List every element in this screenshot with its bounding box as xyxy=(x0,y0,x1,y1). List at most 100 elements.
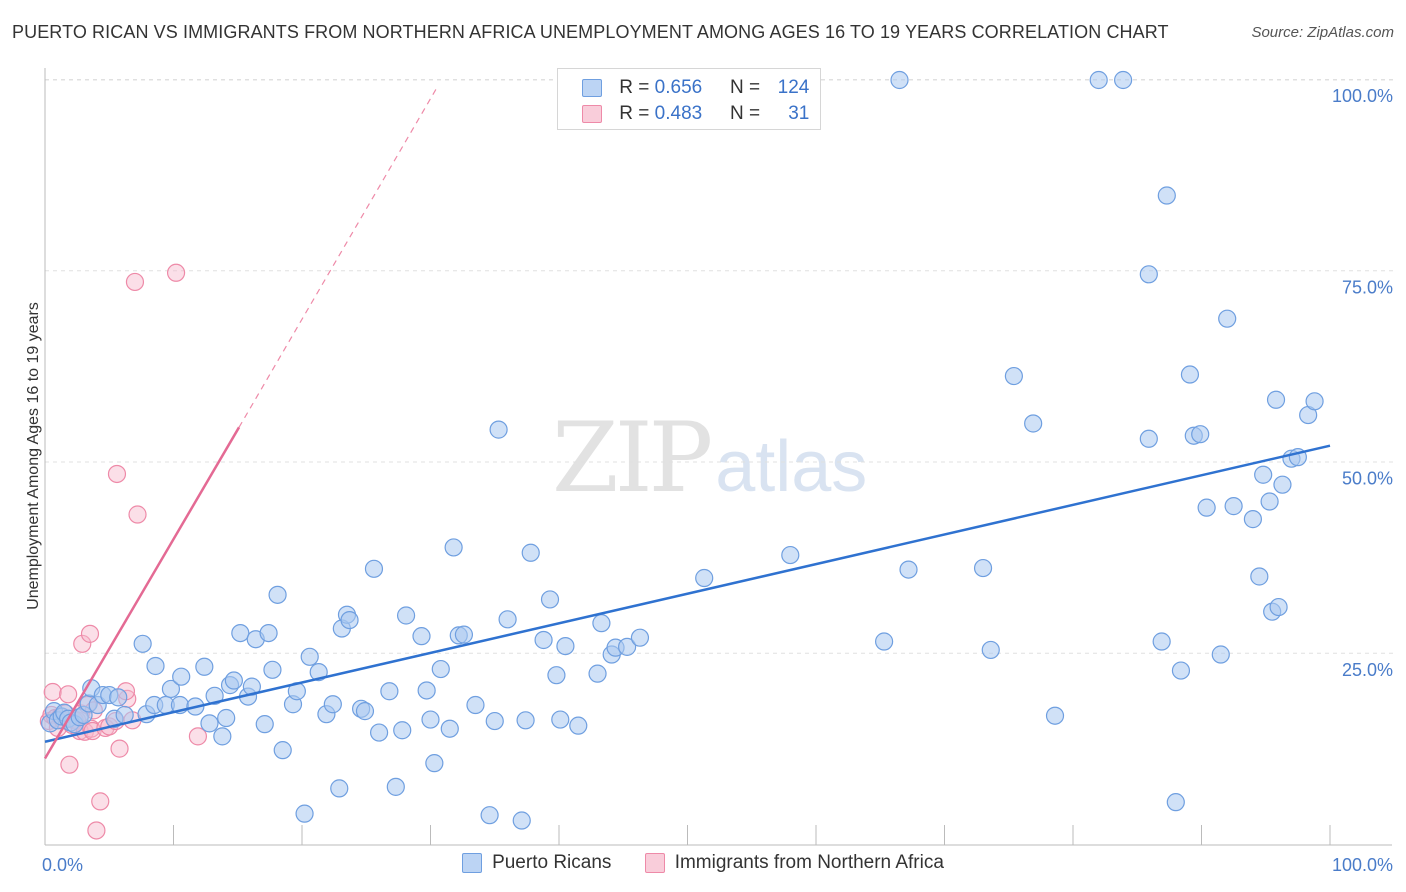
data-point-puerto-ricans xyxy=(480,806,499,825)
data-point-puerto-ricans xyxy=(224,671,243,690)
legend-label: Puerto Ricans xyxy=(492,852,612,873)
data-point-puerto-ricans xyxy=(364,559,384,578)
data-point-puerto-ricans xyxy=(213,727,232,746)
data-point-immigrants xyxy=(59,685,78,704)
correlation-legend: R = 0.656 N = 124 R = 0.483 N = 31 xyxy=(557,68,821,130)
data-point-puerto-ricans xyxy=(380,682,399,701)
data-point-puerto-ricans xyxy=(1250,567,1269,586)
x-tick-label: 100.0% xyxy=(1332,855,1393,875)
data-point-puerto-ricans xyxy=(273,741,292,760)
legend-r-value: 0.656 xyxy=(654,77,703,98)
data-point-puerto-ricans xyxy=(340,610,359,630)
data-point-puerto-ricans xyxy=(161,679,181,699)
legend-n-label: N = xyxy=(729,77,761,98)
data-point-immigrants xyxy=(110,739,129,758)
watermark-zip: ZIP xyxy=(552,402,713,514)
data-point-puerto-ricans xyxy=(355,702,375,721)
data-point-puerto-ricans xyxy=(1171,661,1191,680)
axes xyxy=(44,68,1392,846)
legend-item-immigrants[interactable]: Immigrants from Northern Africa xyxy=(644,852,944,874)
data-point-puerto-ricans xyxy=(875,632,894,651)
data-point-puerto-ricans xyxy=(200,714,219,733)
data-point-puerto-ricans xyxy=(1139,429,1158,448)
data-point-puerto-ricans xyxy=(534,630,553,650)
data-point-puerto-ricans xyxy=(425,754,444,773)
data-point-puerto-ricans xyxy=(440,719,459,738)
data-point-puerto-ricans xyxy=(588,664,607,683)
data-point-puerto-ricans xyxy=(217,708,236,728)
data-point-puerto-ricans xyxy=(444,538,463,557)
data-point-puerto-ricans xyxy=(540,590,560,609)
data-point-puerto-ricans xyxy=(547,666,566,685)
tick-labels: 25.0% 50.0% 75.0% 100.0% 0.0% 100.0% Unemploym… xyxy=(25,86,1393,875)
legend-swatch-blue xyxy=(582,78,602,97)
data-point-puerto-ricans xyxy=(1191,425,1210,444)
trend-line-puerto-ricans xyxy=(44,444,1331,743)
data-point-puerto-ricans xyxy=(330,779,349,798)
data-point-puerto-ricans xyxy=(890,70,909,90)
data-point-puerto-ricans xyxy=(417,681,436,700)
data-point-puerto-ricans xyxy=(1197,498,1216,517)
data-point-puerto-ricans xyxy=(1166,793,1185,812)
data-point-puerto-ricans xyxy=(393,721,412,740)
data-point-puerto-ricans xyxy=(1139,265,1158,284)
data-point-puerto-ricans xyxy=(205,686,224,705)
data-point-puerto-ricans xyxy=(309,663,328,682)
data-point-puerto-ricans xyxy=(981,640,1000,660)
y-axis-label: Unemployment Among Ages 16 to 19 years xyxy=(25,302,42,610)
data-point-puerto-ricans xyxy=(781,545,800,565)
series-legend: Puerto Ricans Immigrants from Northern A… xyxy=(0,852,1406,874)
data-point-puerto-ricans xyxy=(466,695,485,715)
legend-swatch-pink xyxy=(582,104,602,123)
data-point-puerto-ricans xyxy=(1152,632,1171,651)
legend-swatch-blue xyxy=(462,852,483,873)
data-point-puerto-ricans xyxy=(268,585,287,604)
data-point-immigrants xyxy=(188,727,208,746)
legend-label: Immigrants from Northern Africa xyxy=(674,852,944,873)
data-point-puerto-ricans xyxy=(1024,414,1043,433)
legend-n-value: 124 xyxy=(777,77,810,98)
data-point-puerto-ricans xyxy=(899,560,918,579)
data-point-puerto-ricans xyxy=(323,695,342,714)
data-point-puerto-ricans xyxy=(551,710,570,729)
legend-item-puerto-ricans[interactable]: Puerto Ricans xyxy=(462,852,611,874)
data-point-immigrants xyxy=(60,755,79,774)
y-tick-label: 25.0% xyxy=(1342,660,1393,680)
data-point-puerto-ricans xyxy=(1260,492,1279,511)
legend-row-immigrants: R = 0.483 N = 31 xyxy=(582,103,809,127)
data-point-puerto-ricans xyxy=(1266,390,1286,409)
source-label: Source: ZipAtlas.com xyxy=(1251,24,1394,41)
data-point-puerto-ricans xyxy=(498,610,517,629)
data-point-puerto-ricans xyxy=(516,711,535,730)
data-point-puerto-ricans xyxy=(618,637,637,656)
chart-title: PUERTO RICAN VS IMMIGRANTS FROM NORTHERN… xyxy=(12,22,1169,42)
watermark: ZIPatlas xyxy=(552,402,867,514)
data-point-puerto-ricans xyxy=(146,656,165,676)
data-point-puerto-ricans xyxy=(195,657,214,676)
series-immigrants-points xyxy=(39,263,208,840)
data-point-puerto-ricans xyxy=(412,627,431,646)
data-point-puerto-ricans xyxy=(259,623,278,643)
legend-r-label: R = xyxy=(619,103,650,124)
data-point-puerto-ricans xyxy=(1157,186,1176,205)
data-point-puerto-ricans xyxy=(421,710,440,729)
data-point-puerto-ricans xyxy=(172,667,191,686)
data-point-puerto-ricans xyxy=(592,614,611,633)
data-point-puerto-ricans xyxy=(485,711,504,731)
data-point-puerto-ricans xyxy=(695,568,714,588)
data-point-puerto-ricans xyxy=(630,628,650,647)
data-point-immigrants xyxy=(87,821,106,840)
y-tick-label: 100.0% xyxy=(1332,86,1393,106)
data-point-puerto-ricans xyxy=(1243,510,1263,529)
series-puerto-ricans-points xyxy=(41,70,1324,830)
data-point-puerto-ricans xyxy=(386,777,405,796)
data-point-puerto-ricans xyxy=(1180,365,1200,384)
data-point-puerto-ricans xyxy=(300,647,319,666)
x-tick-label: 0.0% xyxy=(42,855,83,875)
data-point-immigrants xyxy=(107,464,127,484)
data-point-puerto-ricans xyxy=(370,723,389,742)
data-point-immigrants xyxy=(125,272,145,292)
legend-n-label: N = xyxy=(729,103,761,124)
data-point-puerto-ricans xyxy=(1218,309,1237,328)
data-point-puerto-ricans xyxy=(263,660,282,679)
